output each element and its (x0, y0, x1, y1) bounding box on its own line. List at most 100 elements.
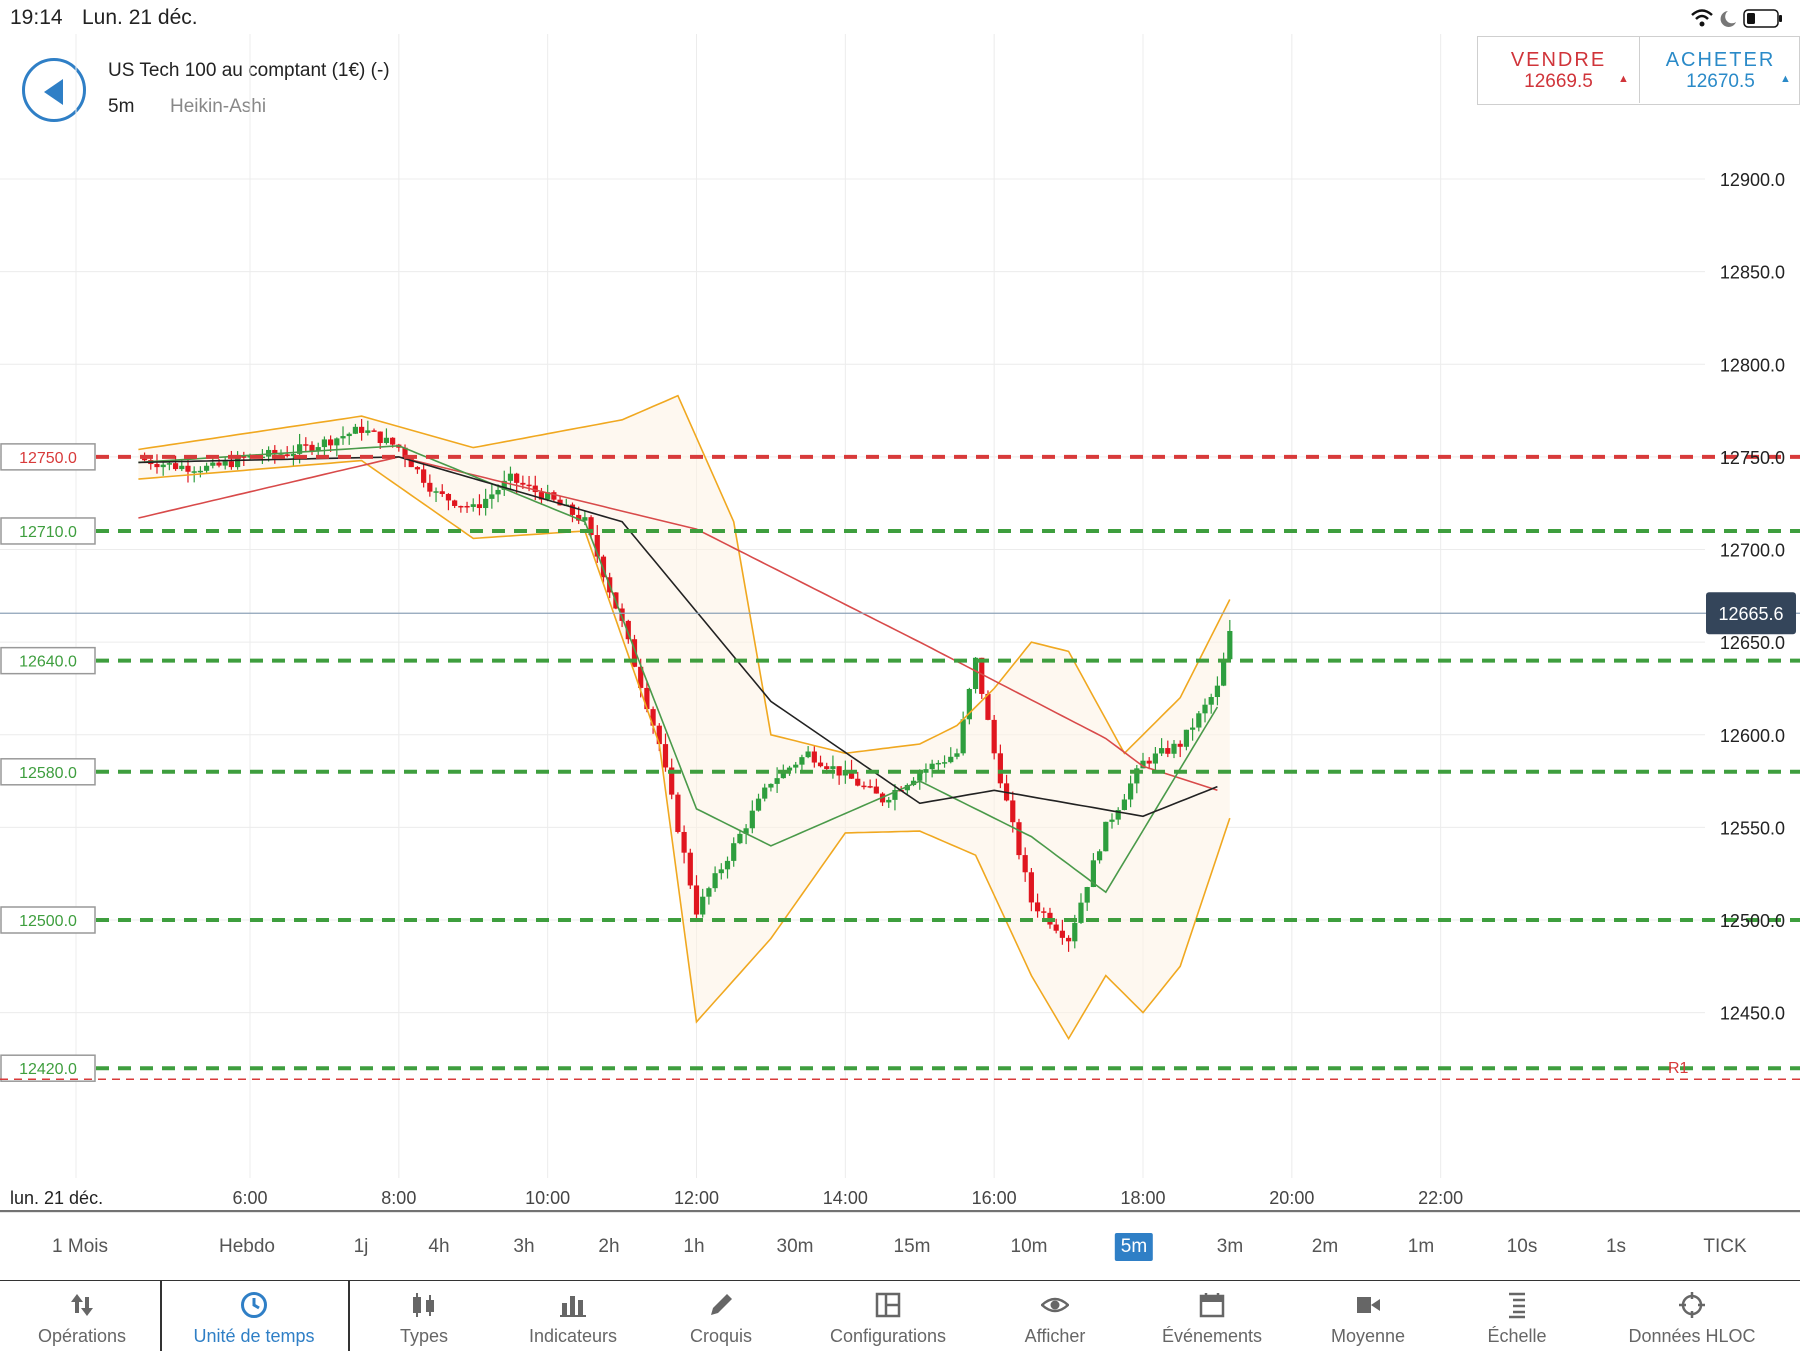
candle-up (1084, 887, 1090, 903)
candle-down (421, 469, 427, 483)
battery-icon (1743, 9, 1782, 28)
timeframe-1s[interactable]: 1s (1605, 1236, 1627, 1257)
toolbar-calendar-button[interactable]: Événements (1137, 1281, 1287, 1351)
candle-down (557, 499, 563, 506)
toolbar-label: Types (399, 1326, 449, 1346)
candle-up (935, 762, 941, 765)
timeframe-3h[interactable]: 3h (513, 1236, 535, 1257)
level-label: 12710.0 (19, 524, 77, 541)
toolbar-candles-button[interactable]: Types (349, 1281, 499, 1351)
x-axis-label: 6:00 (232, 1188, 267, 1208)
ema-red-line (138, 456, 1218, 792)
timeframe-1m[interactable]: 1m (1407, 1236, 1435, 1257)
candle-up (483, 498, 489, 509)
candle-down (538, 492, 545, 500)
instrument-timeframe: 5m (108, 96, 135, 117)
buy-up-arrow-icon: ▲ (1780, 73, 1791, 85)
toolbar-bar-chart-button[interactable]: Indicateurs (498, 1281, 648, 1351)
candle-down (979, 657, 985, 694)
toolbar-eye-button[interactable]: Afficher (980, 1281, 1130, 1351)
candle-up (179, 465, 185, 470)
y-axis-label: 12800.0 (1720, 355, 1785, 375)
toolbar-pencil-button[interactable]: Croquis (646, 1281, 796, 1351)
candle-down (303, 444, 309, 446)
candle-up (352, 426, 359, 434)
candle-up (197, 470, 203, 473)
timeframe-tick[interactable]: TICK (1703, 1236, 1747, 1257)
buy-button[interactable]: ACHETER 12670.5 ▲ (1640, 37, 1800, 103)
toolbar-camera-button[interactable]: Moyenne (1293, 1281, 1443, 1351)
candle-down (241, 456, 247, 458)
timeframe-1j[interactable]: 1j (353, 1236, 369, 1257)
candle-up (1127, 783, 1134, 800)
toolbar-scale-button[interactable]: Échelle (1442, 1281, 1592, 1351)
candle-up (495, 489, 501, 495)
toolbar-layout-button[interactable]: Configurations (813, 1281, 963, 1351)
bottom-toolbar: Opérations Unité de temps Types Indicateurs… (0, 1280, 1800, 1351)
timeframe-15m[interactable]: 15m (893, 1236, 931, 1257)
candle-down (532, 485, 538, 493)
y-axis-label: 12850.0 (1720, 263, 1785, 283)
y-axis-label: 12500.0 (1720, 911, 1785, 931)
timeframe-3m[interactable]: 3m (1216, 1236, 1244, 1257)
candle-down (458, 505, 464, 508)
candle-up (203, 465, 210, 471)
candle-down (594, 535, 600, 557)
candle-up (749, 810, 755, 829)
toolbar-clock-button[interactable]: Unité de temps (179, 1281, 329, 1351)
candle-down (669, 767, 675, 795)
back-button[interactable] (22, 58, 86, 122)
x-axis-date-label: lun. 21 déc. (10, 1188, 103, 1208)
candle-up (210, 462, 216, 466)
back-arrow-icon (44, 79, 63, 105)
candle-up (1221, 659, 1227, 686)
trade-panel: VENDRE 12669.5 ▲ ACHETER 12670.5 ▲ (1477, 36, 1800, 105)
candle-up (1196, 713, 1202, 728)
toolbar-crosshair-button[interactable]: Données HLOC (1617, 1281, 1767, 1351)
candle-up (1103, 821, 1109, 852)
candle-up (1134, 768, 1140, 784)
current-price-label: 12665.6 (1718, 604, 1783, 624)
candle-down (328, 439, 334, 446)
timeframe-10s[interactable]: 10s (1506, 1236, 1538, 1257)
toolbar-label: Échelle (1487, 1326, 1547, 1346)
timeframe-5m[interactable]: 5m (1114, 1233, 1154, 1261)
candle-up (507, 473, 514, 481)
candle-down (681, 831, 687, 853)
candle-up (1121, 799, 1127, 810)
candle-down (1059, 930, 1065, 938)
timeframe-10m[interactable]: 10m (1010, 1236, 1048, 1257)
candle-down (526, 484, 532, 487)
candle-down (439, 491, 445, 494)
timeframe-30m[interactable]: 30m (776, 1236, 814, 1257)
camera-icon (1357, 1297, 1380, 1313)
sell-button[interactable]: VENDRE 12669.5 ▲ (1478, 37, 1640, 103)
candle-down (427, 482, 433, 492)
timeframe-2m[interactable]: 2m (1311, 1236, 1339, 1257)
scale-icon (1509, 1292, 1525, 1319)
sell-up-arrow-icon: ▲ (1618, 73, 1629, 85)
status-time: 19:14 (10, 6, 63, 29)
timeframe-4h[interactable]: 4h (428, 1236, 450, 1257)
candle-up (972, 657, 979, 689)
ma-green-line (138, 444, 1219, 894)
toolbar-arrows-updown-button[interactable]: Opérations (7, 1281, 157, 1351)
candle-up (1202, 704, 1208, 714)
timeframe-2h[interactable]: 2h (598, 1236, 620, 1257)
candle-down (172, 463, 179, 470)
candle-down (855, 778, 861, 786)
candle-down (662, 744, 669, 768)
timeframe-bar: 1 Mois Hebdo 1j 4h 3h 2h 1h 30m 15m 10m 5m 3m 2m 1m 10… (0, 1212, 1800, 1281)
timeframe-hebdo[interactable]: Hebdo (219, 1236, 275, 1257)
candle-up (724, 860, 731, 870)
candle-up (160, 464, 166, 468)
candle-up (941, 762, 948, 764)
toolbar-label: Configurations (829, 1326, 947, 1346)
candle-up (700, 896, 706, 915)
timeframe-1-mois[interactable]: 1 Mois (52, 1236, 108, 1257)
candle-up (321, 439, 328, 448)
timeframe-1h[interactable]: 1h (683, 1236, 705, 1257)
candle-up (489, 494, 495, 499)
candle-up (923, 769, 929, 773)
price-chart[interactable]: 12750.0 12710.0 12640.0 12580.0 12500.0 12420… (0, 34, 1800, 1212)
